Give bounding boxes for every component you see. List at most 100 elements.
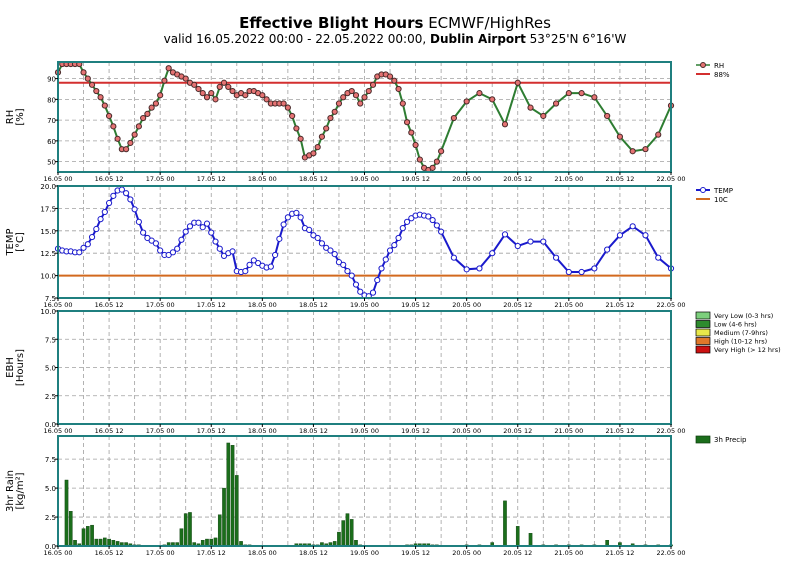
data-point [433, 222, 440, 229]
x-tick-label: 19.05 12 [401, 549, 430, 557]
data-point [314, 234, 321, 242]
rain-bar [81, 528, 86, 547]
x-tick-label: 21.05 12 [605, 427, 634, 435]
data-point [365, 87, 372, 95]
y-tick-label: 5.0 [45, 365, 56, 373]
rain-bar [213, 537, 218, 547]
rain-bar [528, 533, 533, 547]
data-point [433, 158, 440, 165]
x-tick-label: 17.05 12 [197, 549, 226, 557]
data-point [540, 112, 547, 120]
data-point [297, 135, 304, 142]
x-tick-label: 20.05 00 [452, 427, 481, 435]
data-point [314, 143, 321, 151]
data-point [267, 263, 274, 270]
data-point [331, 250, 338, 258]
x-tick-label: 16.05 12 [95, 549, 124, 557]
legend-label-ebh: High (10-12 hrs) [714, 338, 767, 346]
data-point [386, 247, 394, 254]
legend-label-ebh: Very High (> 12 hrs) [714, 346, 781, 354]
data-point [276, 235, 283, 242]
rain-bar [103, 537, 107, 547]
x-tick-label: 21.05 00 [554, 427, 583, 435]
rain-bar [85, 526, 90, 547]
y-tick-label: 10.0 [40, 308, 56, 316]
x-tick-label: 17.05 12 [197, 427, 226, 435]
x-tick-label: 18.05 00 [248, 427, 277, 435]
data-point [352, 281, 360, 288]
x-tick-label: 21.05 00 [554, 549, 583, 557]
data-point [391, 242, 398, 249]
x-tick-label: 16.05 00 [44, 175, 73, 183]
data-point [429, 164, 436, 171]
panel-temp [54, 185, 710, 301]
y-tick-label: 50 [47, 159, 56, 167]
y-tick-label: 12.5 [40, 250, 56, 258]
y-axis-label: 3hr Rain [5, 470, 16, 512]
data-point [161, 77, 168, 84]
x-tick-label: 21.05 12 [605, 549, 634, 557]
data-point [374, 276, 381, 284]
legend-swatch-ebh [695, 345, 711, 354]
y-axis-label: [Hours] [15, 349, 26, 386]
data-point [225, 83, 232, 91]
data-point [655, 254, 662, 261]
data-point [144, 234, 151, 242]
legend-swatch-ebh [695, 328, 711, 337]
legend-label-ebh: Medium (7-9hrs) [714, 329, 768, 337]
data-point [591, 94, 598, 101]
data-point [216, 245, 223, 252]
data-point [101, 208, 108, 216]
data-point [93, 87, 100, 95]
data-point [148, 237, 155, 244]
rain-bar [205, 538, 209, 547]
data-point [203, 94, 211, 101]
location-name: Dublin Airport [429, 32, 526, 46]
data-point [84, 75, 91, 82]
panel-ebh [55, 310, 711, 427]
data-point [135, 218, 142, 225]
data-point [501, 231, 509, 238]
x-tick-label: 18.05 00 [248, 301, 277, 309]
x-tick-label: 20.05 12 [503, 549, 532, 557]
data-point [348, 272, 355, 279]
x-tick-label: 17.05 00 [146, 427, 175, 435]
rain-bar [107, 538, 111, 547]
x-tick-label: 18.05 00 [248, 175, 277, 183]
data-point [272, 251, 279, 259]
data-point [254, 259, 262, 267]
data-point [331, 108, 338, 115]
rain-bar [230, 445, 235, 547]
legend-label-temp: TEMP [713, 187, 733, 195]
rain-bar [226, 442, 231, 547]
x-tick-label: 19.05 12 [401, 427, 430, 435]
x-tick-label: 18.05 00 [248, 549, 277, 557]
title-model: ECMWF/HighRes [423, 14, 551, 32]
x-tick-label: 22.05 00 [657, 301, 686, 309]
data-point [395, 85, 402, 93]
data-point [220, 252, 228, 259]
x-tick-label: 22.05 00 [657, 549, 686, 557]
data-point [165, 251, 172, 259]
x-tick-label: 19.05 00 [350, 549, 379, 557]
data-point [655, 131, 662, 138]
data-point [348, 87, 355, 95]
rain-bar [234, 475, 239, 547]
data-point [165, 65, 172, 72]
data-point [293, 125, 300, 132]
data-point [369, 81, 377, 88]
x-tick-label: 18.05 12 [299, 301, 328, 309]
rain-bar [341, 520, 346, 547]
data-point [340, 261, 347, 268]
data-point [229, 248, 236, 255]
data-point [527, 104, 534, 111]
x-tick-label: 17.05 12 [197, 175, 226, 183]
data-point [157, 92, 164, 99]
rain-bar [337, 531, 341, 547]
data-point [403, 218, 411, 225]
data-point [208, 90, 215, 97]
data-point [208, 229, 215, 236]
data-point [157, 247, 164, 254]
data-point [425, 213, 432, 220]
data-point [110, 192, 117, 199]
